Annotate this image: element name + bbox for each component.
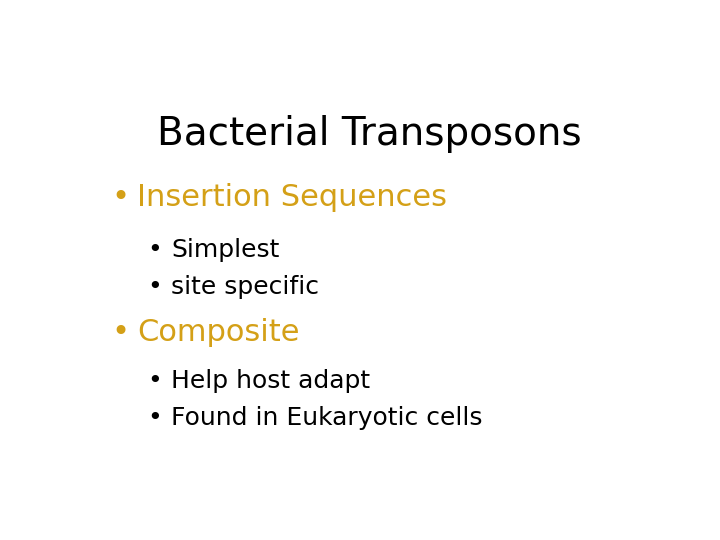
Text: Insertion Sequences: Insertion Sequences	[138, 184, 447, 212]
Text: •: •	[147, 369, 161, 393]
Text: •: •	[112, 319, 130, 348]
Text: Help host adapt: Help host adapt	[171, 369, 370, 393]
Text: Found in Eukaryotic cells: Found in Eukaryotic cells	[171, 406, 482, 430]
Text: •: •	[147, 238, 161, 262]
Text: •: •	[147, 275, 161, 299]
Text: •: •	[147, 406, 161, 430]
Text: •: •	[112, 184, 130, 212]
Text: Composite: Composite	[138, 319, 300, 348]
Text: site specific: site specific	[171, 275, 319, 299]
Text: Bacterial Transposons: Bacterial Transposons	[157, 114, 581, 153]
Text: Simplest: Simplest	[171, 238, 279, 262]
